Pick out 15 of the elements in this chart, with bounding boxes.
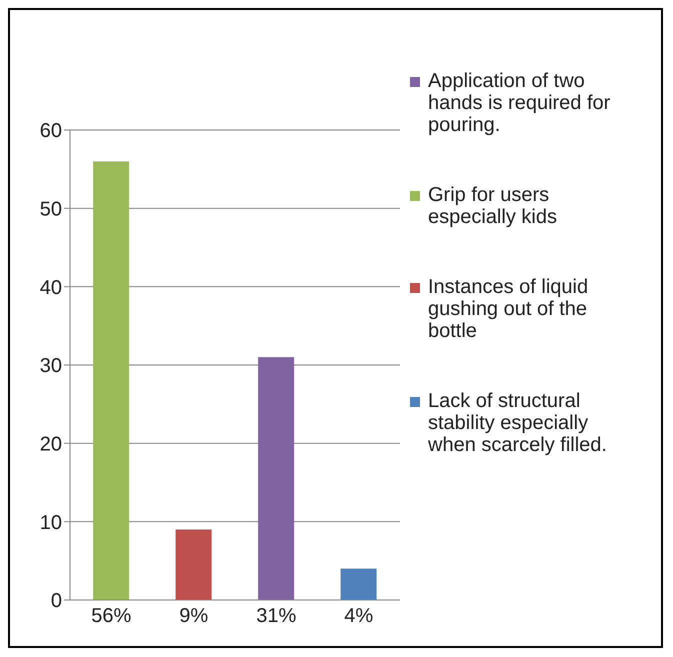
y-tick-label: 0 <box>50 590 62 612</box>
y-tick-label: 60 <box>40 120 62 142</box>
x-tick-label: 31% <box>256 605 296 628</box>
y-tick-label: 30 <box>40 355 62 378</box>
legend-label: Grip for users especially kids <box>428 184 558 228</box>
legend-label: Lack of structural stability especially when scarcely filled. <box>428 390 608 456</box>
y-tick-label: 50 <box>40 198 62 220</box>
y-tick-label: 20 <box>40 433 62 456</box>
legend-label: Application of two hands is required for pouring. <box>428 70 612 136</box>
y-tick-label: 40 <box>40 276 62 299</box>
x-tick-label: 9% <box>179 605 208 628</box>
y-tick-label: 10 <box>40 512 62 534</box>
legend-label: Instances of liquid gushing out of the bottle <box>428 276 590 342</box>
x-tick-label: 4% <box>344 605 374 628</box>
x-tick-label: 56% <box>91 605 132 628</box>
